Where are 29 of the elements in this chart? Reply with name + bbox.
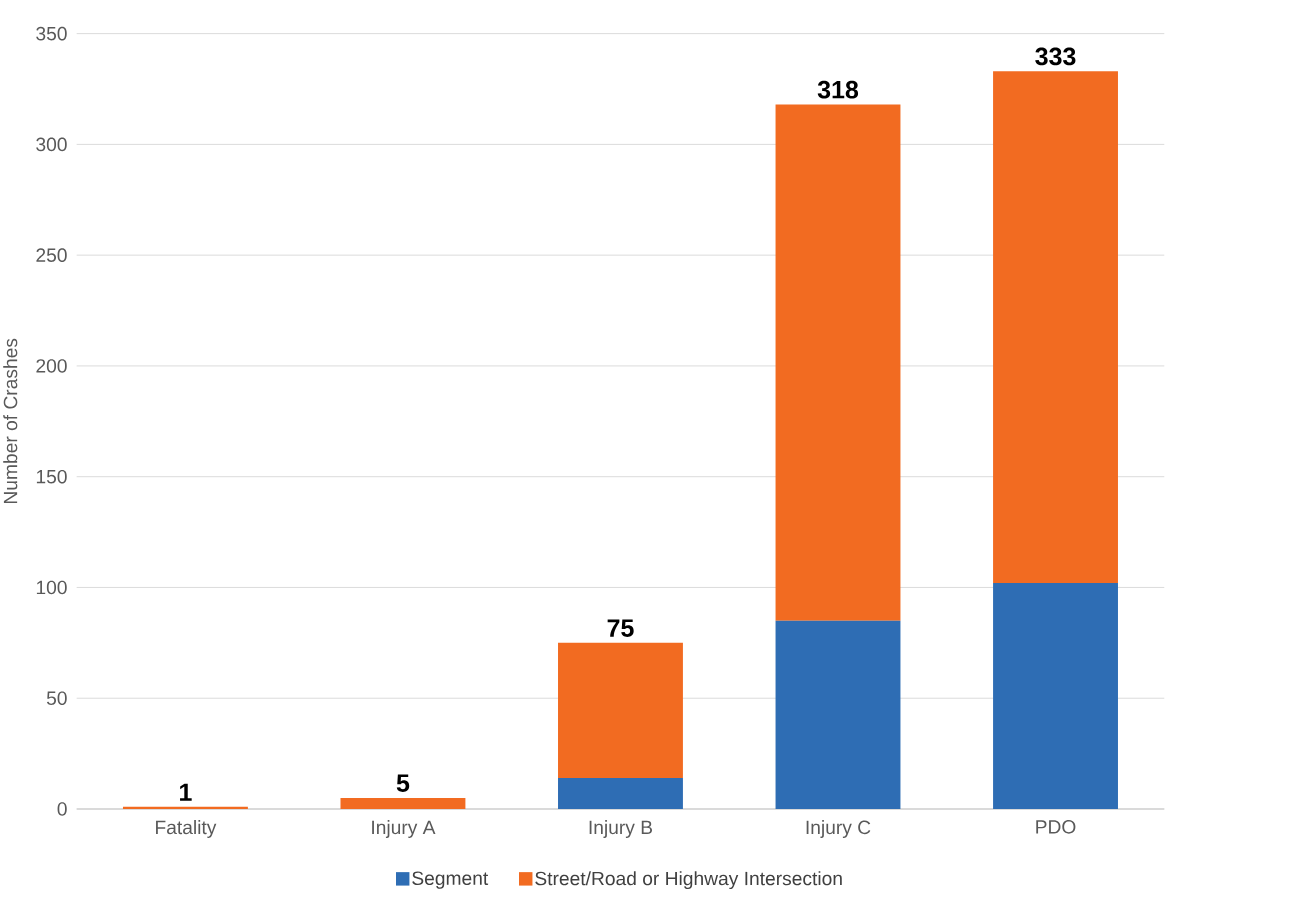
y-tick-label: 250 [36, 248, 67, 262]
y-axis-title: Number of Crashes [3, 338, 18, 503]
bar [775, 104, 901, 621]
bar [122, 806, 248, 809]
bar [993, 582, 1118, 809]
y-tick-label: 200 [36, 358, 67, 373]
y-tick-label: 50 [46, 691, 67, 705]
bar [340, 797, 466, 809]
total-label: 1 [180, 783, 192, 801]
total-label: 333 [1035, 47, 1076, 66]
legend-label: Segment [412, 871, 489, 889]
bar [993, 71, 1118, 583]
x-tick-label: Injury B [589, 819, 653, 838]
x-tick-label: Injury A [372, 819, 436, 838]
y-tick-label: 350 [36, 26, 67, 41]
y-tick-label: 100 [36, 580, 67, 595]
total-label: 318 [817, 80, 859, 99]
bar [775, 620, 901, 809]
legend-label: Street/Road or Highway Intersection [535, 871, 842, 889]
y-tick-label: 150 [36, 469, 67, 484]
x-tick-label: Injury C [806, 819, 871, 838]
bar [558, 777, 683, 809]
y-tick-label: 300 [36, 137, 67, 152]
x-tick-label: Fatality [156, 819, 217, 838]
bar [558, 642, 683, 778]
total-label: 75 [607, 619, 634, 637]
total-label: 5 [396, 774, 410, 792]
x-tick-label: PDO [1036, 819, 1076, 834]
y-tick-label: 0 [57, 802, 67, 816]
